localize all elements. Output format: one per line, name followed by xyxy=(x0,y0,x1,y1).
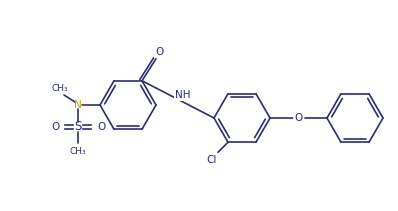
Text: O: O xyxy=(51,122,59,132)
Text: O: O xyxy=(97,122,105,132)
Text: O: O xyxy=(155,47,163,57)
Text: NH: NH xyxy=(175,90,191,100)
Text: CH₃: CH₃ xyxy=(52,84,68,92)
Text: N: N xyxy=(74,100,82,110)
Text: CH₃: CH₃ xyxy=(70,147,86,157)
Text: O: O xyxy=(295,113,302,123)
Text: Cl: Cl xyxy=(207,155,217,165)
Text: S: S xyxy=(74,120,82,134)
